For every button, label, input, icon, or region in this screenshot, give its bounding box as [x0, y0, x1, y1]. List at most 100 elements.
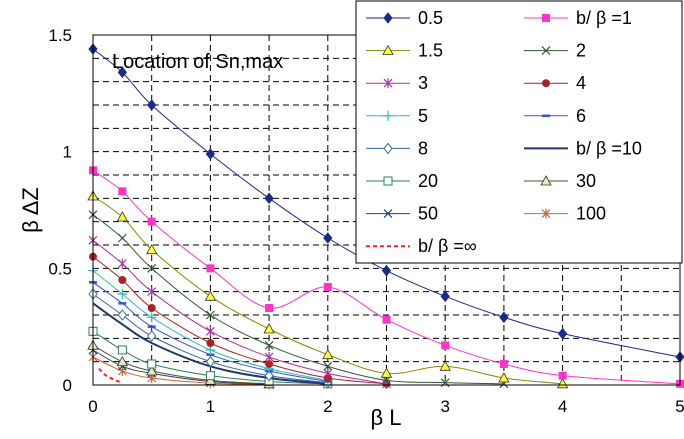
data-point: [440, 290, 450, 303]
data-point: [540, 175, 552, 186]
legend-item: 8: [366, 138, 428, 158]
series-line: [98, 367, 123, 384]
data-point: [147, 304, 156, 312]
data-point: [146, 312, 157, 323]
legend-item: 2: [524, 41, 586, 61]
legend-item: 3: [366, 73, 428, 93]
y-tick-label: 0: [63, 376, 72, 395]
legend-item: b/ β =1: [524, 8, 632, 28]
data-point: [146, 365, 158, 376]
legend-label: 8: [418, 138, 428, 158]
data-point: [205, 326, 215, 337]
series-3: [88, 235, 391, 389]
legend-label: 30: [576, 171, 596, 191]
data-point: [541, 208, 551, 219]
data-point: [146, 243, 158, 255]
legend-label: b/ β =10: [576, 138, 642, 158]
data-point: [264, 192, 274, 205]
data-point: [206, 339, 215, 347]
data-point: [542, 79, 550, 88]
data-point: [381, 264, 392, 277]
legend-label: 2: [576, 41, 586, 61]
data-point: [441, 341, 450, 350]
series-0-5: [88, 43, 684, 363]
y-axis-title: β ΔZ: [18, 187, 43, 233]
tick-labels: 0 1 2 3 4 500.511.5: [48, 26, 684, 416]
data-point: [439, 360, 451, 371]
data-point: [147, 263, 157, 273]
data-point: [265, 304, 274, 312]
data-point: [116, 211, 129, 222]
data-point: [147, 217, 156, 226]
legend-label: 1.5: [418, 41, 443, 61]
data-point: [380, 367, 393, 378]
legend-item: 50: [366, 204, 438, 224]
data-point: [147, 359, 157, 369]
annotation-text: Location of Sn,max: [112, 51, 283, 73]
legend-label: 50: [418, 204, 438, 224]
x-tick-label: 0: [88, 397, 97, 416]
data-point: [117, 289, 128, 299]
series-1-5: [87, 190, 569, 389]
legend-box: [355, 0, 683, 264]
series-line: [92, 270, 328, 381]
legend-label: 3: [418, 73, 428, 93]
legend-item: b/ β =10: [524, 138, 642, 158]
data-point: [117, 309, 127, 321]
data-point: [556, 378, 569, 389]
data-point: [147, 330, 157, 342]
data-point: [117, 258, 127, 269]
x-tick-label: 2: [323, 397, 332, 416]
data-point: [118, 187, 127, 196]
data-point: [147, 286, 157, 297]
legend-label: 6: [576, 106, 586, 126]
legend-item: 5: [366, 106, 428, 126]
legend-item: 20: [366, 171, 438, 191]
legend-item: 0.5: [366, 8, 443, 28]
x-tick-label: 1: [206, 397, 215, 416]
y-tick-label: 1: [63, 143, 72, 162]
legend: 0.5 b/ β =1 1.5 2 3 4 5 6 8 b/ β =10 20 30 50 100 b/ β…: [355, 0, 683, 264]
legend-item: b/ β =∞: [366, 236, 477, 256]
legend-label: 20: [418, 171, 438, 191]
data-point: [265, 360, 274, 368]
data-point: [383, 209, 393, 219]
data-point: [117, 233, 127, 243]
x-axis-title: β L: [370, 405, 401, 430]
legend-item: 1.5: [366, 41, 443, 61]
data-point: [116, 355, 129, 367]
data-point: [205, 371, 215, 381]
data-point: [206, 264, 215, 273]
legend-label: 4: [576, 73, 586, 93]
data-point: [382, 44, 394, 55]
y-tick-label: 0.5: [48, 259, 72, 278]
legend-label: 100: [576, 204, 606, 224]
x-tick-label: 5: [675, 397, 684, 416]
data-point: [118, 276, 127, 284]
series-line: [92, 195, 563, 385]
data-point: [323, 361, 333, 371]
series-line: [92, 302, 328, 385]
data-point: [323, 368, 333, 379]
data-point: [263, 323, 275, 334]
legend-item: 30: [524, 171, 596, 191]
legend-item: 6: [524, 106, 586, 126]
data-point: [542, 14, 550, 22]
series-layer: [87, 43, 684, 390]
data-point: [323, 283, 332, 291]
data-point: [498, 372, 510, 383]
series-b-: [98, 367, 123, 384]
data-point: [383, 176, 393, 186]
data-point: [499, 360, 508, 368]
data-point: [117, 66, 127, 79]
data-point: [322, 348, 334, 360]
x-tick-label: 3: [440, 397, 449, 416]
x-tick-label: 4: [558, 397, 567, 416]
data-point: [557, 327, 568, 340]
legend-label: 5: [418, 106, 428, 126]
data-point: [205, 148, 216, 160]
series-b-10: [92, 302, 328, 385]
series-6: [89, 281, 332, 383]
data-point: [383, 110, 393, 121]
data-point: [204, 290, 217, 301]
